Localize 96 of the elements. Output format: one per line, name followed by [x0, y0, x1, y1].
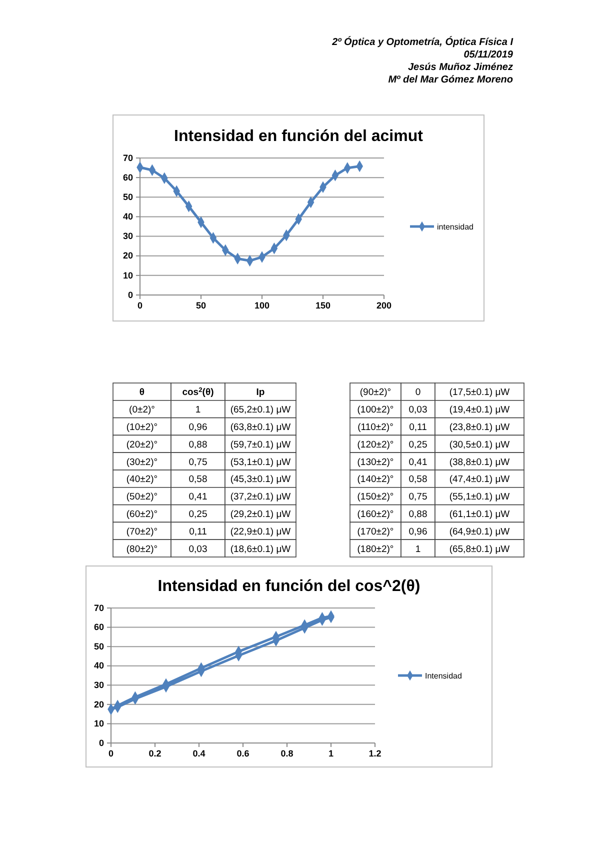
text: Mº del Mar Gómez Moreno: [388, 74, 513, 86]
y-tick-label: 0: [128, 290, 133, 300]
text: (40±2)°: [126, 474, 158, 486]
text: (0±2)°: [129, 404, 156, 416]
text: 1: [415, 544, 421, 555]
text: 05/11/2019: [464, 50, 514, 60]
text: (65,2±0.1) μW: [230, 404, 291, 416]
y-tick-label: 50: [94, 641, 104, 652]
text: (110±2)°: [358, 422, 394, 433]
text: 1: [195, 404, 201, 416]
text: (30,5±0.1) μW: [449, 439, 510, 450]
y-tick-label: 60: [94, 622, 104, 632]
text: 0,25: [408, 439, 428, 450]
x-tick-label: 200: [376, 300, 392, 310]
y-tick-label: 70: [122, 152, 133, 163]
y-tick-label: 60: [122, 172, 133, 182]
y-tick-label: 20: [122, 250, 133, 261]
y-tick-label: 10: [122, 270, 133, 280]
text: Ip: [256, 387, 265, 398]
text: (30±2)°: [126, 456, 158, 468]
x-tick-label: 1.2: [368, 748, 382, 758]
y-tick-label: 0: [98, 738, 104, 748]
y-tick-label: 70: [94, 602, 104, 613]
text: (53,1±0.1) μW: [230, 456, 291, 468]
text: (130±2)°: [357, 456, 394, 468]
text: (10±2)°: [126, 422, 158, 433]
text: (140±2)°: [357, 474, 394, 486]
text: 0,03: [188, 544, 208, 555]
text: (59,7±0.1) μW: [230, 439, 291, 450]
chart-title: Intensidad en función del cos^2(θ): [158, 578, 420, 595]
x-tick-label: 150: [315, 300, 331, 310]
y-tick-label: 40: [94, 660, 104, 671]
text: (150±2)°: [357, 492, 394, 503]
text: 0,41: [188, 492, 208, 503]
text: 0,25: [188, 509, 208, 520]
text: 0,96: [408, 526, 428, 538]
text: (100±2)°: [357, 404, 394, 416]
text: (38,8±0.1) μW: [449, 456, 510, 468]
y-tick-label: 30: [94, 680, 104, 690]
text: 0,11: [409, 422, 427, 433]
text: Jesús Muñoz Jiménez: [408, 62, 513, 73]
x-tick-label: 0: [137, 300, 143, 310]
text: (90±2)°: [360, 387, 392, 398]
text: (47,4±0.1) μW: [449, 474, 510, 486]
text: 0,75: [188, 456, 208, 468]
y-tick-label: 10: [94, 718, 104, 729]
text: (65,8±0.1) μW: [449, 544, 510, 555]
text: (120±2)°: [357, 439, 394, 450]
text: 0,75: [408, 492, 428, 503]
text: (63,8±0.1) μW: [230, 422, 291, 433]
text: (23,8±0.1) μW: [449, 422, 510, 433]
y-tick-label: 30: [122, 231, 133, 242]
x-tick-label: 0: [108, 748, 114, 758]
text: (170±2)°: [357, 526, 394, 538]
text: (37,2±0.1) μW: [230, 492, 291, 503]
text: (29,2±0.1) μW: [230, 509, 291, 520]
legend-label: intensidad: [437, 222, 474, 232]
text: (45,3±0.1) μW: [230, 474, 291, 486]
text: (19,4±0.1) μW: [449, 404, 510, 416]
text: 0,41: [408, 456, 428, 468]
text: (80±2)°: [126, 544, 158, 555]
text: (60±2)°: [126, 509, 158, 520]
text: (160±2)°: [357, 509, 394, 520]
text: 2º Óptica y Optometría, Óptica Física I: [331, 36, 514, 48]
text: (61,1±0.1) μW: [449, 509, 510, 520]
text: (20±2)°: [126, 439, 158, 450]
y-tick-label: 40: [122, 212, 133, 222]
text: 0,88: [408, 509, 428, 520]
y-tick-label: 20: [94, 699, 104, 710]
x-tick-label: 0.4: [192, 748, 206, 758]
x-tick-label: 0.2: [148, 748, 162, 758]
legend-label: Intensidad: [425, 672, 462, 680]
text: 0,03: [408, 404, 428, 416]
chart-title: Intensidad en función del acimut: [174, 128, 424, 145]
x-tick-label: 0.6: [236, 748, 250, 758]
text: (55,1±0.1) μW: [449, 492, 510, 503]
x-tick-label: 0.8: [280, 748, 294, 758]
y-tick-label: 50: [122, 192, 133, 202]
text: (18,6±0.1) μW: [230, 544, 291, 555]
text: (50±2)°: [126, 492, 158, 503]
text: (70±2)°: [126, 526, 158, 538]
text: cos$^{2}$(θ): [182, 386, 214, 398]
text: 0: [415, 387, 421, 398]
x-tick-label: 1: [328, 748, 334, 758]
x-tick-label: 50: [196, 300, 206, 310]
text: 0,11: [189, 526, 207, 538]
text: 0,96: [188, 422, 208, 433]
text: 0,88: [188, 439, 208, 450]
text: θ: [139, 387, 145, 398]
text: (180±2)°: [357, 544, 394, 555]
text: 0,58: [188, 474, 208, 486]
text: (17,5±0.1) μW: [449, 387, 510, 398]
text: 0,58: [408, 474, 428, 486]
text: (64,9±0.1) μW: [449, 526, 510, 538]
x-tick-label: 100: [254, 300, 270, 310]
text: (22,9±0.1) μW: [230, 526, 291, 538]
